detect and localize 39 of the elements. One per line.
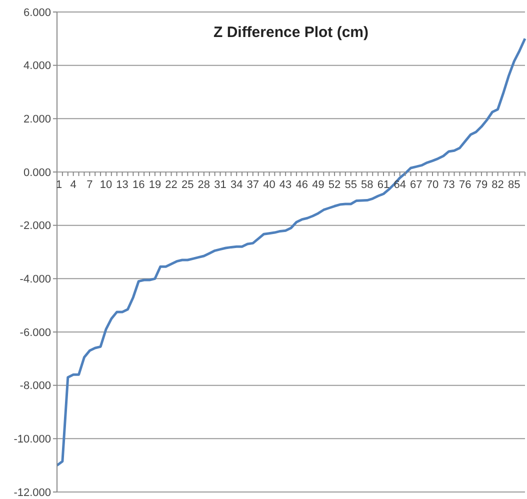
x-tick-label: 79 bbox=[475, 179, 488, 191]
x-tick-label: 55 bbox=[344, 179, 357, 191]
x-tick-label: 43 bbox=[279, 179, 292, 191]
y-tick-label: -2.000 bbox=[20, 220, 51, 232]
x-tick-label: 13 bbox=[116, 179, 128, 191]
x-tick-label: 34 bbox=[230, 179, 243, 191]
x-tick-label: 70 bbox=[426, 179, 439, 191]
x-tick-label: 25 bbox=[181, 179, 194, 191]
x-tick-label: 10 bbox=[100, 179, 112, 191]
text: Z Difference Plot (cm) bbox=[212, 24, 370, 41]
x-tick-label: 76 bbox=[459, 179, 472, 191]
x-tick-label: 64 bbox=[394, 179, 406, 191]
y-tick-label: -8.000 bbox=[20, 380, 51, 392]
x-tick-label: 31 bbox=[214, 179, 226, 191]
x-tick-label: 4 bbox=[70, 179, 76, 191]
x-tick-label: 61 bbox=[377, 179, 390, 191]
x-tick-label: 52 bbox=[328, 179, 341, 191]
y-tick-label: 4.000 bbox=[23, 60, 51, 72]
x-tick-label: 85 bbox=[508, 179, 520, 191]
x-tick-label: 82 bbox=[492, 179, 504, 191]
x-tick-label: 40 bbox=[263, 179, 276, 191]
y-tick-label: -10.000 bbox=[14, 434, 51, 446]
x-tick-label: 37 bbox=[246, 179, 260, 191]
y-tick-label: -12.000 bbox=[14, 486, 51, 499]
x-tick-label: 73 bbox=[442, 179, 455, 191]
x-tick-label: 58 bbox=[361, 179, 374, 191]
y-tick-label: -6.000 bbox=[20, 326, 51, 339]
x-tick-label: 49 bbox=[312, 179, 324, 191]
y-tick-label: 6.000 bbox=[23, 6, 51, 19]
x-tick-label: 19 bbox=[148, 179, 162, 191]
x-tick-label: 16 bbox=[132, 179, 145, 191]
x-tick-label: 46 bbox=[296, 179, 308, 191]
y-tick-label: 0.000 bbox=[23, 166, 51, 179]
x-tick-label: 7 bbox=[86, 179, 93, 191]
x-tick-label: 28 bbox=[198, 179, 210, 191]
y-tick-label: 2.000 bbox=[23, 114, 51, 126]
x-tick-label: 67 bbox=[410, 179, 422, 191]
x-tick-label: 22 bbox=[165, 179, 178, 191]
y-tick-label: -4.000 bbox=[20, 274, 51, 286]
